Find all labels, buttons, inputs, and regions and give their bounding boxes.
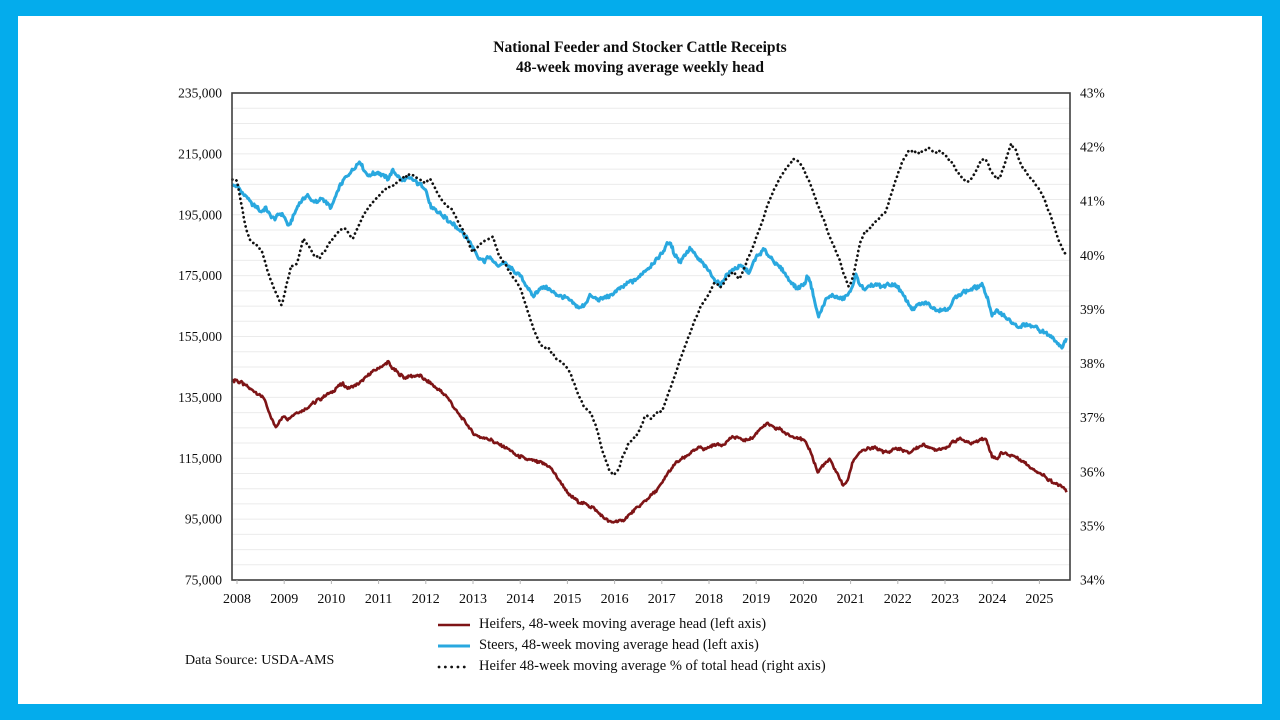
right-axis-tick-label: 36% — [1080, 464, 1105, 479]
legend-item-heifers: Heifers, 48-week moving average head (le… — [437, 614, 826, 635]
x-axis-tick-label: 2020 — [789, 592, 817, 607]
legend-label-steers: Steers, 48-week moving average head (lef… — [479, 637, 759, 653]
left-axis-tick-label: 135,000 — [178, 390, 222, 405]
right-axis-tick-label: 35% — [1080, 518, 1105, 533]
x-axis-tick-label: 2019 — [742, 592, 770, 607]
series-line-heifer-pct — [231, 142, 1068, 477]
plot-border — [231, 92, 1071, 581]
x-axis-tick-label: 2016 — [601, 592, 629, 607]
series-line-steers — [231, 160, 1068, 350]
x-axis-tick-label: 2021 — [837, 592, 865, 607]
x-axis-tick-label: 2024 — [978, 592, 1006, 607]
left-axis-tick-label: 155,000 — [178, 329, 222, 344]
right-axis-tick-label: 40% — [1080, 248, 1105, 263]
right-axis-tick-label: 43% — [1080, 86, 1105, 101]
x-axis-tick-label: 2018 — [695, 592, 723, 607]
chart-legend: Heifers, 48-week moving average head (le… — [437, 614, 826, 677]
legend-label-heifer-pct: Heifer 48-week moving average % of total… — [479, 658, 826, 674]
x-axis-tick-label: 2015 — [553, 592, 581, 607]
heifers-line-swatch-icon — [438, 623, 470, 626]
x-axis-tick-label: 2013 — [459, 592, 487, 607]
x-axis-tick-label: 2011 — [365, 592, 392, 607]
left-axis-tick-label: 195,000 — [178, 207, 222, 222]
x-axis-tick-label: 2009 — [270, 592, 298, 607]
steers-line-swatch-icon — [438, 644, 470, 647]
right-axis-tick-label: 42% — [1080, 140, 1105, 155]
heifer-pct-dotted-swatch-icon — [437, 665, 471, 668]
right-axis-tick-label: 37% — [1080, 410, 1105, 425]
right-axis-tick-label: 41% — [1080, 194, 1105, 209]
x-axis-tick-label: 2014 — [506, 592, 534, 607]
chart-card — [18, 16, 1262, 704]
left-axis-tick-label: 75,000 — [185, 573, 222, 588]
x-axis-tick-label: 2010 — [317, 592, 345, 607]
left-axis-tick-label: 215,000 — [178, 146, 222, 161]
chart-title-line-1: National Feeder and Stocker Cattle Recei… — [493, 39, 787, 56]
x-axis-tick-label: 2017 — [648, 592, 676, 607]
left-axis-tick-label: 95,000 — [185, 512, 222, 527]
series-line-heifers — [231, 359, 1068, 524]
legend-label-heifers: Heifers, 48-week moving average head (le… — [479, 616, 767, 632]
left-axis-tick-label: 115,000 — [179, 451, 223, 466]
x-axis-tick-label: 2022 — [884, 592, 912, 607]
legend-item-steers: Steers, 48-week moving average head (lef… — [437, 635, 826, 656]
right-axis-tick-label: 39% — [1080, 302, 1105, 317]
left-axis-tick-label: 175,000 — [178, 268, 222, 283]
x-axis-tick-label: 2023 — [931, 592, 959, 607]
x-axis-tick-label: 2008 — [223, 592, 251, 607]
chart-title-line-2: 48-week moving average weekly head — [516, 59, 764, 76]
left-axis-tick-label: 235,000 — [178, 86, 222, 101]
chart-title: National Feeder and Stocker Cattle Recei… — [0, 38, 1280, 78]
x-axis-tick-label: 2025 — [1025, 592, 1053, 607]
x-axis-tick-label: 2012 — [412, 592, 440, 607]
legend-item-heifer-pct: Heifer 48-week moving average % of total… — [437, 656, 826, 677]
right-axis-tick-label: 38% — [1080, 356, 1105, 371]
data-source-note: Data Source: USDA-AMS — [185, 653, 335, 668]
right-axis-tick-label: 34% — [1080, 573, 1105, 588]
